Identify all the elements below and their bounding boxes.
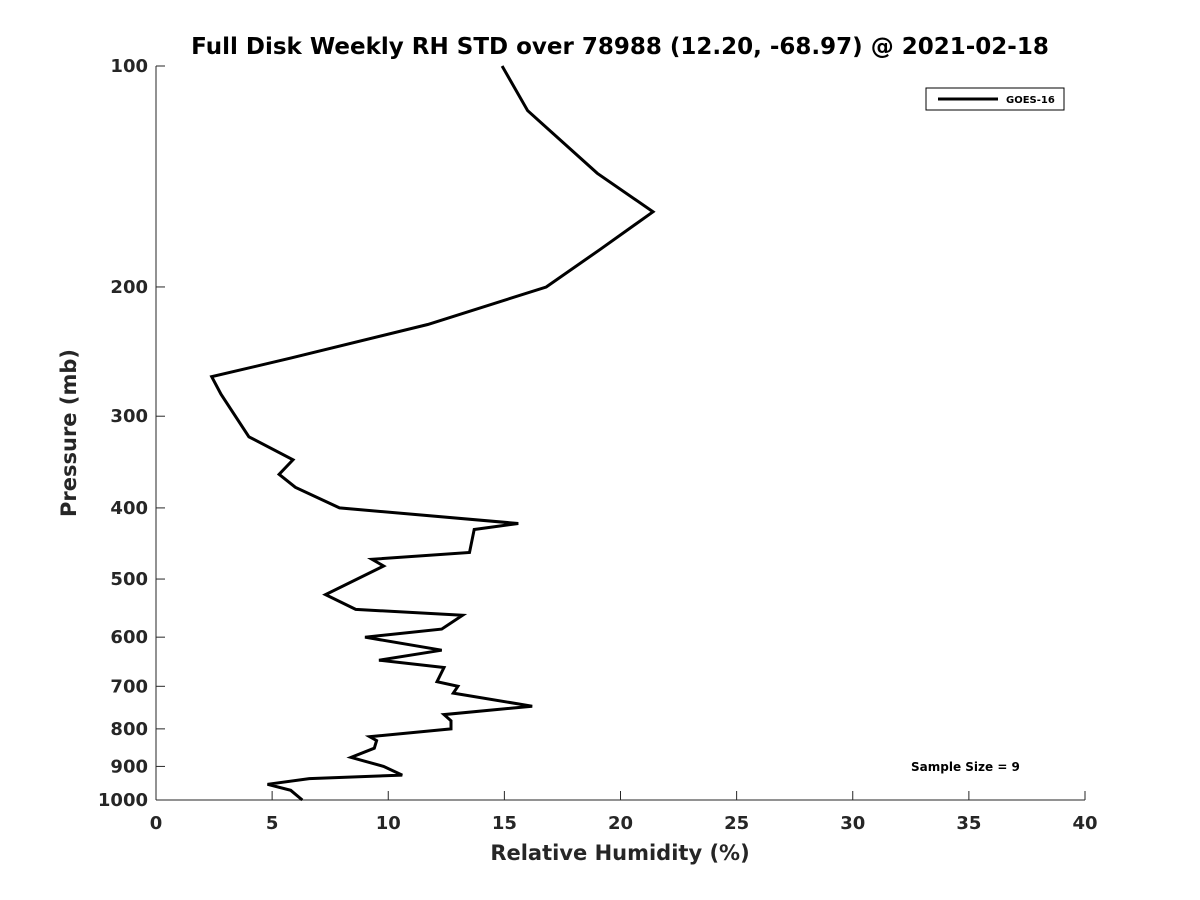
y-tick-label: 700 [110, 676, 148, 697]
x-tick-label: 10 [376, 813, 401, 834]
x-tick-label: 5 [266, 813, 279, 834]
y-tick-label: 400 [110, 498, 148, 519]
y-tick-label: 500 [110, 569, 148, 590]
x-tick-label: 15 [492, 813, 517, 834]
series-line-goes-16 [209, 65, 656, 802]
x-tick-label: 30 [840, 813, 865, 834]
y-tick-label: 900 [110, 756, 148, 777]
x-tick-label: 25 [724, 813, 749, 834]
y-tick-label: 600 [110, 627, 148, 648]
x-tick-label: 40 [1072, 813, 1097, 834]
x-axis-title: Relative Humidity (%) [490, 841, 749, 865]
y-tick-label: 300 [110, 406, 148, 427]
y-tick-label: 800 [110, 719, 148, 740]
series-layer [209, 65, 656, 802]
y-axis-title: Pressure (mb) [57, 349, 81, 517]
legend-label-goes-16: GOES-16 [1006, 95, 1055, 106]
legend: GOES-16 [925, 87, 1065, 111]
y-tick-label: 100 [110, 56, 148, 77]
axes: 0 5 10 15 20 25 30 35 40 100 200 300 400 500 600 700 800… [98, 56, 1098, 834]
y-tick-label: 200 [110, 277, 148, 298]
x-tick-label: 35 [956, 813, 981, 834]
y-tick-label: 1000 [98, 790, 148, 811]
x-tick-label: 0 [150, 813, 163, 834]
chart-title: Full Disk Weekly RH STD over 78988 (12.2… [191, 34, 1049, 60]
sample-size-annotation: Sample Size = 9 [911, 760, 1020, 774]
x-tick-label: 20 [608, 813, 633, 834]
